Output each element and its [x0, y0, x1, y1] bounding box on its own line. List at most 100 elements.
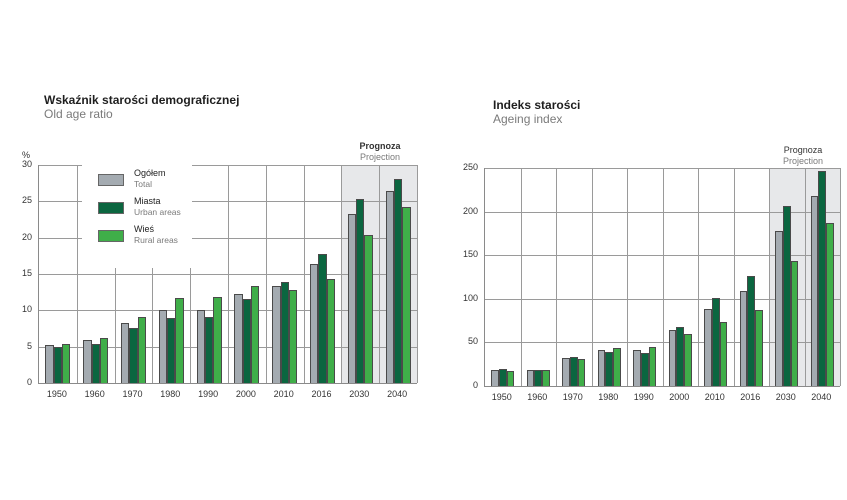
bar-urban-2040: [818, 170, 827, 386]
gridline-vertical: [627, 168, 628, 386]
x-tick-label: 1990: [633, 392, 654, 402]
y-tick-label: 30: [21, 159, 32, 169]
x-tick-label: 2016: [740, 392, 761, 402]
gridline-vertical: [190, 165, 192, 383]
x-tick-label: 2016: [311, 389, 332, 399]
bar-rural-1950: [506, 371, 515, 386]
gridline-vertical: [733, 168, 735, 386]
bar-urban-1980: [167, 318, 176, 383]
bar-rural-1980: [613, 347, 621, 386]
bar-urban-1990: [640, 352, 649, 386]
bar-urban-2030: [356, 199, 365, 383]
y-tick-label: 200: [462, 205, 478, 216]
bar-total-1950: [45, 345, 54, 383]
bar-urban-2000: [242, 298, 252, 383]
x-tick-label: 1950: [46, 389, 67, 399]
y-tick-label: 250: [462, 162, 478, 172]
legend-swatch-urban: [98, 202, 124, 214]
bar-rural-1970: [137, 316, 146, 383]
x-tick-label: 2030: [775, 392, 796, 402]
x-tick-label: 1960: [84, 389, 105, 399]
bar-total-1980: [158, 310, 168, 383]
legend-swatch-rural: [98, 230, 124, 242]
bar-urban-1990: [204, 316, 214, 383]
y-tick-label: 0: [26, 377, 32, 387]
y-tick-label: 15: [21, 268, 32, 278]
y-tick-label: 0: [472, 380, 478, 390]
y-tick-label: 5: [26, 340, 32, 351]
plot-area: [38, 165, 418, 384]
projection-label: Prognoza: [359, 141, 401, 151]
bar-rural-2000: [251, 286, 260, 383]
bar-urban-1950: [53, 346, 63, 383]
x-tick-label: 1970: [562, 392, 583, 402]
bar-urban-1970: [569, 357, 578, 386]
x-tick-label: 2010: [273, 389, 294, 399]
bar-total-2010: [704, 309, 712, 386]
bar-total-1980: [597, 350, 606, 386]
x-tick-label: 2030: [349, 389, 370, 399]
x-tick-label: 1960: [527, 392, 548, 402]
legend-swatch-total: [98, 174, 124, 186]
legend: Ogółem Total Miasta Urban areas Wieś Rur…: [82, 164, 192, 268]
bar-total-1960: [526, 370, 535, 386]
bar-rural-1960: [99, 337, 109, 383]
x-tick-label: 1980: [160, 389, 181, 399]
bar-urban-2040: [393, 178, 403, 383]
gridline-vertical: [698, 168, 699, 386]
bar-rural-1950: [62, 343, 71, 383]
bar-urban-2030: [782, 206, 791, 386]
bar-rural-2016: [326, 279, 335, 383]
bar-rural-2010: [719, 322, 728, 386]
bar-urban-1960: [534, 370, 543, 386]
bar-urban-2016: [318, 253, 327, 383]
bar-rural-2040: [826, 222, 834, 386]
bar-rural-2010: [288, 289, 298, 383]
bar-total-2000: [668, 330, 677, 386]
gridline-vertical: [804, 168, 806, 386]
y-tick-label: 50: [467, 336, 478, 347]
y-tick-label: 150: [462, 249, 478, 260]
gridline-vertical: [769, 168, 770, 386]
x-tick-label: 1980: [598, 392, 619, 402]
gridline-vertical: [591, 168, 593, 386]
projection-label-en: Projection: [359, 152, 401, 162]
bar-rural-1960: [542, 370, 550, 386]
bar-total-2030: [775, 230, 783, 386]
gridline-vertical: [303, 165, 305, 383]
x-tick-label: 1970: [122, 389, 143, 399]
bar-total-2010: [272, 285, 281, 383]
x-tick-label: 1990: [198, 389, 219, 399]
gridline-vertical: [228, 165, 229, 383]
bar-urban-2010: [280, 281, 289, 383]
bar-total-2040: [385, 191, 394, 383]
gridline-vertical: [520, 168, 522, 386]
gridline-vertical: [662, 168, 664, 386]
bar-total-2040: [810, 195, 819, 386]
chart-subtitle: Old age ratio: [44, 107, 113, 121]
bar-total-2016: [739, 290, 748, 386]
gridline-vertical: [114, 165, 116, 383]
y-axis-unit: %: [22, 150, 31, 160]
bar-rural-1980: [175, 297, 184, 383]
bar-rural-2016: [755, 310, 763, 386]
bar-total-2016: [310, 263, 319, 383]
projection-label-en: Projection: [782, 156, 824, 166]
gridline-vertical: [840, 168, 841, 386]
x-tick-label: 2000: [235, 389, 256, 399]
bar-total-1950: [491, 370, 499, 386]
gridline-vertical: [417, 165, 418, 383]
gridline-vertical: [556, 168, 557, 386]
chart-subtitle: Ageing index: [493, 112, 563, 126]
bar-total-1990: [633, 350, 641, 386]
y-tick-label: 20: [21, 231, 32, 242]
y-tick-label: 10: [21, 304, 32, 315]
bar-total-1990: [196, 309, 205, 383]
chart-title: Indeks starości: [493, 98, 581, 112]
gridline-vertical: [379, 165, 381, 383]
bar-urban-1960: [91, 343, 100, 383]
bar-rural-2030: [364, 234, 373, 383]
bar-urban-2000: [676, 326, 685, 386]
bar-total-1970: [121, 322, 130, 383]
